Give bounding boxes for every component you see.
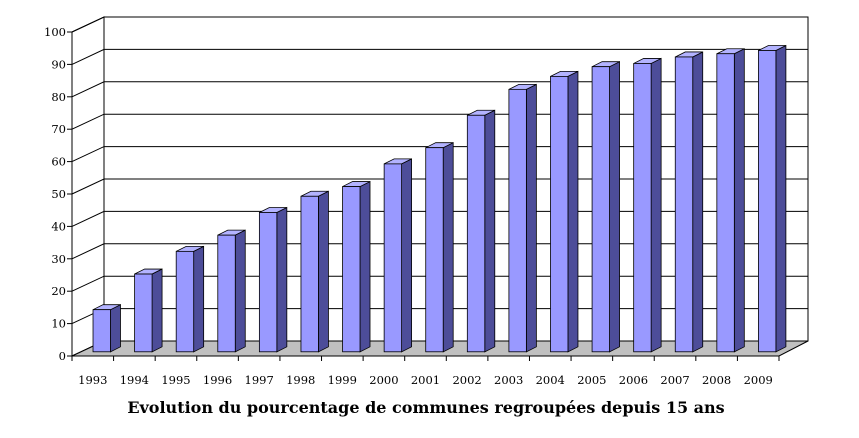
bar-front [134, 273, 153, 353]
y-tick-label: 40 [51, 219, 66, 233]
x-tick-label: 1993 [78, 373, 107, 387]
bar-front [300, 195, 319, 353]
bar-2002 [466, 109, 496, 353]
x-tick-label: 2001 [411, 373, 440, 387]
bar-side [609, 61, 620, 353]
bar-2009 [758, 44, 787, 353]
bar-2000 [383, 158, 413, 353]
x-tick-label: 2000 [369, 373, 398, 387]
x-tick-label: 2003 [494, 373, 523, 387]
bar-side [110, 304, 121, 353]
x-axis: 1993 1994 1995 1996 1997 1998 1999 2000 2001 2002… [71, 355, 780, 387]
x-tick-label: 2009 [744, 373, 773, 387]
bar-1998 [300, 190, 329, 353]
x-tick-label: 1997 [245, 373, 274, 387]
bar-side [567, 70, 579, 353]
x-tick-label: 2004 [536, 373, 565, 387]
y-tick-label: 70 [51, 122, 66, 136]
bar-front [633, 63, 652, 353]
x-tick-label: 1999 [328, 373, 357, 387]
gridline [71, 16, 808, 33]
bars [92, 44, 787, 353]
bar-front [383, 163, 403, 353]
bar-front [550, 76, 569, 353]
bar-2006 [633, 57, 662, 353]
bar-side [318, 190, 329, 353]
x-tick-label: 2002 [452, 373, 481, 387]
bar-2005 [591, 61, 620, 353]
bar-2003 [508, 83, 537, 353]
y-tick-label: 80 [51, 90, 66, 104]
bar-front [92, 309, 111, 353]
y-tick-label: 90 [51, 57, 66, 71]
bar-1994 [134, 268, 163, 353]
y-tick-label: 30 [51, 252, 66, 266]
bar-side [401, 158, 413, 353]
bar-front [674, 56, 694, 353]
bar-1997 [258, 206, 288, 353]
bar-side [775, 44, 787, 353]
bar-side [359, 180, 371, 353]
y-tick-label: 20 [51, 284, 66, 298]
bar-side [193, 245, 205, 353]
bar-1995 [175, 245, 205, 353]
gridline [71, 48, 808, 65]
x-tick-label: 2007 [660, 373, 689, 387]
bar-side [442, 142, 454, 353]
y-tick-label: 100 [44, 25, 66, 39]
bar-front [716, 53, 735, 353]
x-tick-label: 1996 [203, 373, 232, 387]
x-tick-label: 2008 [702, 373, 731, 387]
bar-front [258, 212, 278, 353]
bar-front [591, 66, 610, 353]
bar-side [733, 48, 745, 353]
bar-side [692, 51, 704, 353]
bar-1993 [92, 304, 121, 353]
bar-front [758, 50, 777, 353]
y-tick-label: 60 [51, 155, 66, 169]
x-tick-label: 1994 [120, 373, 149, 387]
bar-1999 [342, 180, 371, 353]
bar-front [425, 147, 444, 353]
bar-2007 [674, 51, 704, 353]
x-tick-label: 2005 [577, 373, 606, 387]
bar-2001 [425, 142, 454, 353]
bar-front [508, 88, 527, 353]
bar-front [175, 250, 195, 353]
y-tick-label: 50 [51, 187, 66, 201]
bar-front [217, 234, 236, 353]
x-tick-label: 1998 [286, 373, 315, 387]
bar-front [342, 186, 361, 353]
bar-side [525, 83, 537, 353]
bar-2004 [550, 70, 579, 353]
bar-side [151, 268, 163, 353]
bar-side [484, 109, 496, 353]
chart-title: Evolution du pourcentage de communes reg… [127, 398, 724, 417]
x-tick-label: 1995 [161, 373, 190, 387]
bar-front [466, 114, 486, 353]
bar-1996 [217, 229, 246, 353]
x-tick-label: 2006 [619, 373, 648, 387]
bar-side [276, 206, 288, 353]
bar-side [234, 229, 246, 353]
bar-side [650, 57, 662, 353]
bar-2008 [716, 48, 745, 353]
y-tick-label: 10 [51, 317, 66, 331]
y-axis: 0 10 20 30 40 50 60 70 80 90 100 [44, 25, 73, 363]
y-tick-label: 0 [59, 349, 66, 363]
